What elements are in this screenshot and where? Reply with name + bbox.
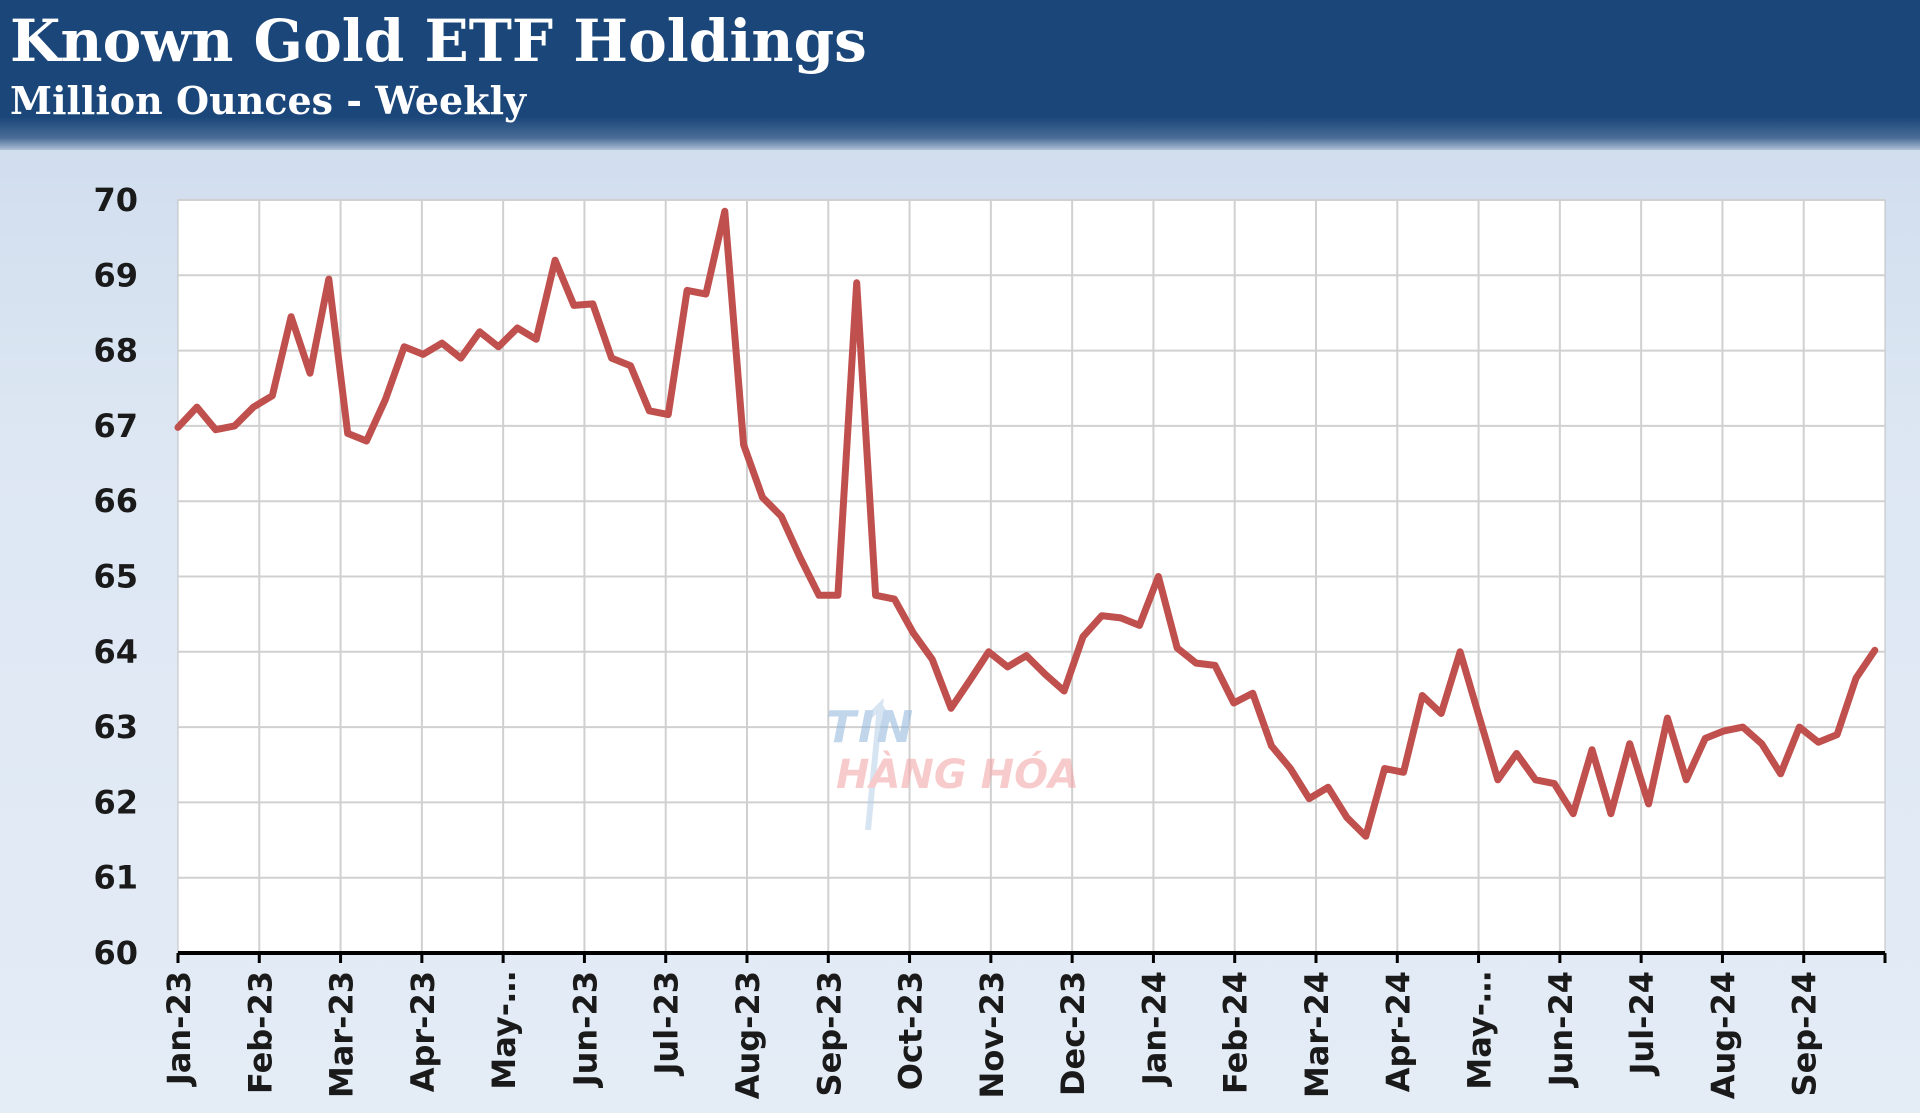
x-tick-label: Feb-24 [1217, 971, 1255, 1094]
x-tick-label: Oct-23 [892, 971, 930, 1090]
y-tick-label: 64 [93, 633, 138, 671]
x-axis-ticks: Jan-23 Feb-23 Mar-23 Apr-23 May-… Jun-23 Jul-2… [160, 971, 1824, 1099]
x-tick-label: Aug-24 [1704, 971, 1742, 1099]
y-tick-label: 69 [93, 256, 138, 294]
y-tick-label: 62 [93, 783, 138, 821]
chart-title: Known Gold ETF Holdings [10, 7, 867, 75]
chart-subtitle: Million Ounces - Weekly [10, 78, 527, 123]
x-tick-label: Apr-24 [1379, 971, 1417, 1092]
x-tick-label: Feb-23 [241, 971, 279, 1094]
y-axis-ticks: 60 61 62 63 64 65 66 67 68 69 70 [93, 181, 138, 972]
x-tick-label: Mar-23 [323, 971, 361, 1098]
x-tick-label: Dec-23 [1054, 971, 1092, 1096]
x-tick-label: Sep-23 [810, 971, 848, 1096]
x-tick-label: May-… [485, 971, 523, 1090]
y-tick-label: 70 [93, 181, 138, 219]
x-tick-label: Jul-24 [1623, 971, 1661, 1076]
chart-header: Known Gold ETF Holdings Million Ounces -… [0, 0, 1920, 150]
y-tick-label: 65 [93, 558, 138, 596]
x-tick-label: May-… [1461, 971, 1499, 1090]
y-tick-label: 66 [93, 482, 138, 520]
x-tick-label: Jun-24 [1542, 971, 1580, 1088]
x-tick-label: Mar-24 [1298, 971, 1336, 1098]
x-tick-label: Jul-23 [648, 971, 686, 1076]
y-tick-label: 67 [93, 407, 138, 445]
x-tick-label: Jun-23 [566, 971, 604, 1088]
x-tick-label: Apr-23 [404, 971, 442, 1092]
x-tick-label: Nov-23 [973, 971, 1011, 1098]
series-group [174, 207, 1879, 840]
y-tick-label: 68 [93, 332, 138, 370]
axes [176, 951, 1887, 963]
x-tick-label: Jan-24 [1135, 971, 1173, 1087]
y-tick-label: 60 [93, 934, 138, 972]
y-tick-label: 63 [93, 708, 138, 746]
grid-lines [178, 199, 1885, 953]
x-tick-label: Aug-23 [729, 971, 767, 1099]
x-tick-label: Sep-24 [1786, 971, 1824, 1096]
y-tick-label: 61 [93, 859, 138, 897]
x-tick-label: Jan-23 [160, 971, 198, 1087]
